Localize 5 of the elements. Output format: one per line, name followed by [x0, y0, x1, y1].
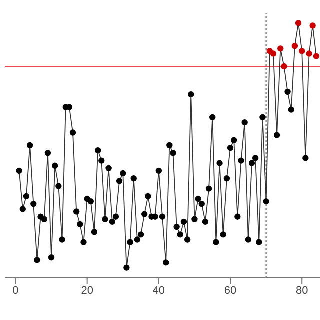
x-tick-label: 60 [224, 284, 237, 297]
x-tick-label: 20 [81, 284, 94, 297]
x-tick-label: 40 [152, 284, 166, 297]
x-tick-label: 0 [12, 284, 19, 297]
x-tick-label: 80 [296, 284, 308, 297]
